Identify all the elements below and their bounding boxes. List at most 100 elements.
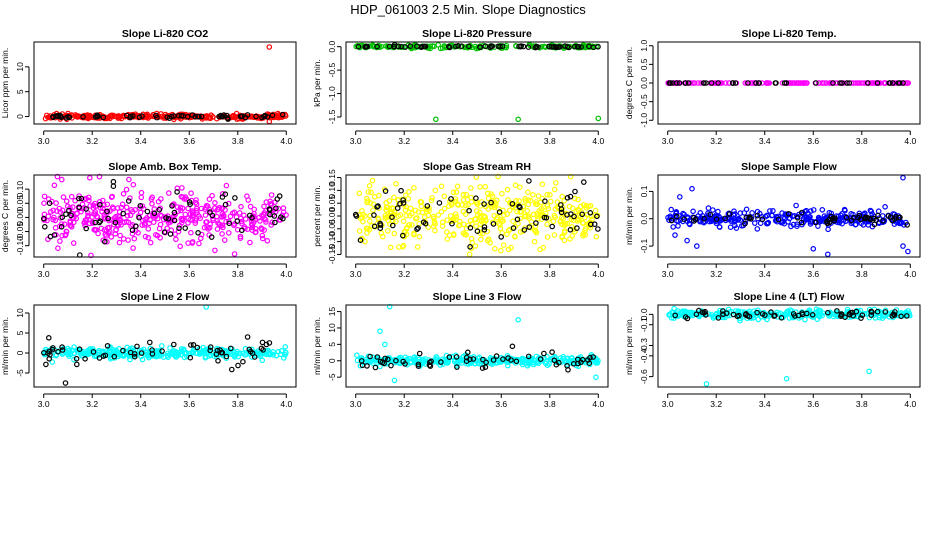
data-points <box>353 41 602 123</box>
data-point <box>369 177 376 184</box>
plot-frame <box>657 41 921 125</box>
data-point <box>672 232 678 238</box>
data-point <box>147 217 153 223</box>
data-point <box>144 208 151 215</box>
data-point <box>49 359 56 365</box>
data-point <box>259 232 266 239</box>
data-point <box>783 375 790 382</box>
data-point <box>368 222 375 229</box>
data-point <box>564 195 571 201</box>
data-point <box>679 308 686 315</box>
data-point <box>724 215 731 222</box>
data-point <box>754 309 760 316</box>
data-point <box>129 208 136 215</box>
data-point <box>60 194 67 200</box>
data-point <box>690 80 697 86</box>
data-point <box>516 184 523 191</box>
data-point <box>543 358 550 365</box>
y-axis: 0.1 0.0 -0.1 <box>639 185 654 253</box>
data-point <box>515 116 522 123</box>
x-tick-label: 3.0 <box>38 399 50 409</box>
data-point <box>836 219 843 226</box>
data-point <box>520 356 527 362</box>
data-point <box>805 215 812 222</box>
data-point <box>521 227 528 233</box>
data-point <box>102 352 109 359</box>
data-point <box>237 233 244 240</box>
data-point <box>481 227 488 233</box>
y-axis: 0.150.100.050.00-0.05-0.10-0.15 <box>327 169 342 264</box>
data-point <box>438 183 445 190</box>
data-point <box>421 43 428 50</box>
data-point <box>533 43 540 50</box>
data-point <box>133 223 139 230</box>
data-point <box>449 220 455 227</box>
data-point <box>422 356 429 362</box>
data-point <box>422 220 429 227</box>
data-point <box>582 231 589 238</box>
data-point <box>424 203 431 209</box>
data-point <box>273 205 279 212</box>
data-point <box>461 231 468 238</box>
data-point <box>853 308 860 315</box>
data-point <box>501 212 507 219</box>
x-tick-label: 3.0 <box>662 399 674 409</box>
data-point <box>746 214 753 220</box>
data-point <box>453 189 460 195</box>
y-tick-label: 10 <box>15 62 25 72</box>
x-axis: 3.0 3.2 3.4 3.6 3.8 4.0 <box>662 393 916 409</box>
data-point <box>409 222 415 228</box>
data-point <box>41 193 48 200</box>
data-point <box>54 208 60 214</box>
data-point <box>105 215 111 222</box>
data-point <box>131 235 138 242</box>
data-point <box>769 212 776 219</box>
data-point <box>164 114 171 121</box>
data-point <box>226 220 233 227</box>
data-point <box>59 347 66 353</box>
data-point <box>514 216 521 223</box>
data-point <box>846 80 853 86</box>
data-point <box>67 219 74 226</box>
data-point <box>395 43 402 50</box>
y-tick-label: 1.0 <box>639 40 649 52</box>
data-point <box>159 343 165 349</box>
data-point <box>219 349 226 356</box>
data-point <box>131 353 138 360</box>
data-point <box>59 344 65 350</box>
data-point <box>681 216 688 223</box>
y-tick-label: 0.00 <box>327 207 337 224</box>
data-point <box>460 230 467 237</box>
data-point <box>809 311 816 318</box>
data-point <box>364 43 371 50</box>
data-point <box>415 209 422 215</box>
figure-title: HDP_061003 2.5 Min. Slope Diagnostics <box>350 2 586 17</box>
data-point <box>562 221 569 227</box>
y-tick-label: -0.15 <box>327 244 337 264</box>
data-point <box>231 209 238 216</box>
data-point <box>76 195 82 202</box>
data-point <box>366 227 373 233</box>
y-tick-label: 0 <box>15 114 25 119</box>
data-point <box>86 197 92 204</box>
data-point <box>432 187 439 194</box>
data-point <box>512 182 519 189</box>
y-tick-label: -1.0 <box>327 86 337 101</box>
data-point <box>504 211 511 217</box>
data-point <box>793 202 799 209</box>
data-point <box>226 230 232 236</box>
data-point <box>145 234 152 241</box>
data-point <box>467 244 473 250</box>
x-tick-label: 3.4 <box>447 136 459 146</box>
data-point <box>454 364 460 370</box>
data-point <box>195 230 201 236</box>
data-point <box>221 213 227 220</box>
panel-title: Slope Li-820 CO2 <box>122 28 209 40</box>
data-point <box>196 240 202 247</box>
data-point <box>900 243 906 249</box>
data-point <box>499 190 505 197</box>
data-point <box>214 226 221 232</box>
data-point <box>472 243 479 249</box>
data-point <box>871 221 878 228</box>
data-point <box>407 212 413 219</box>
